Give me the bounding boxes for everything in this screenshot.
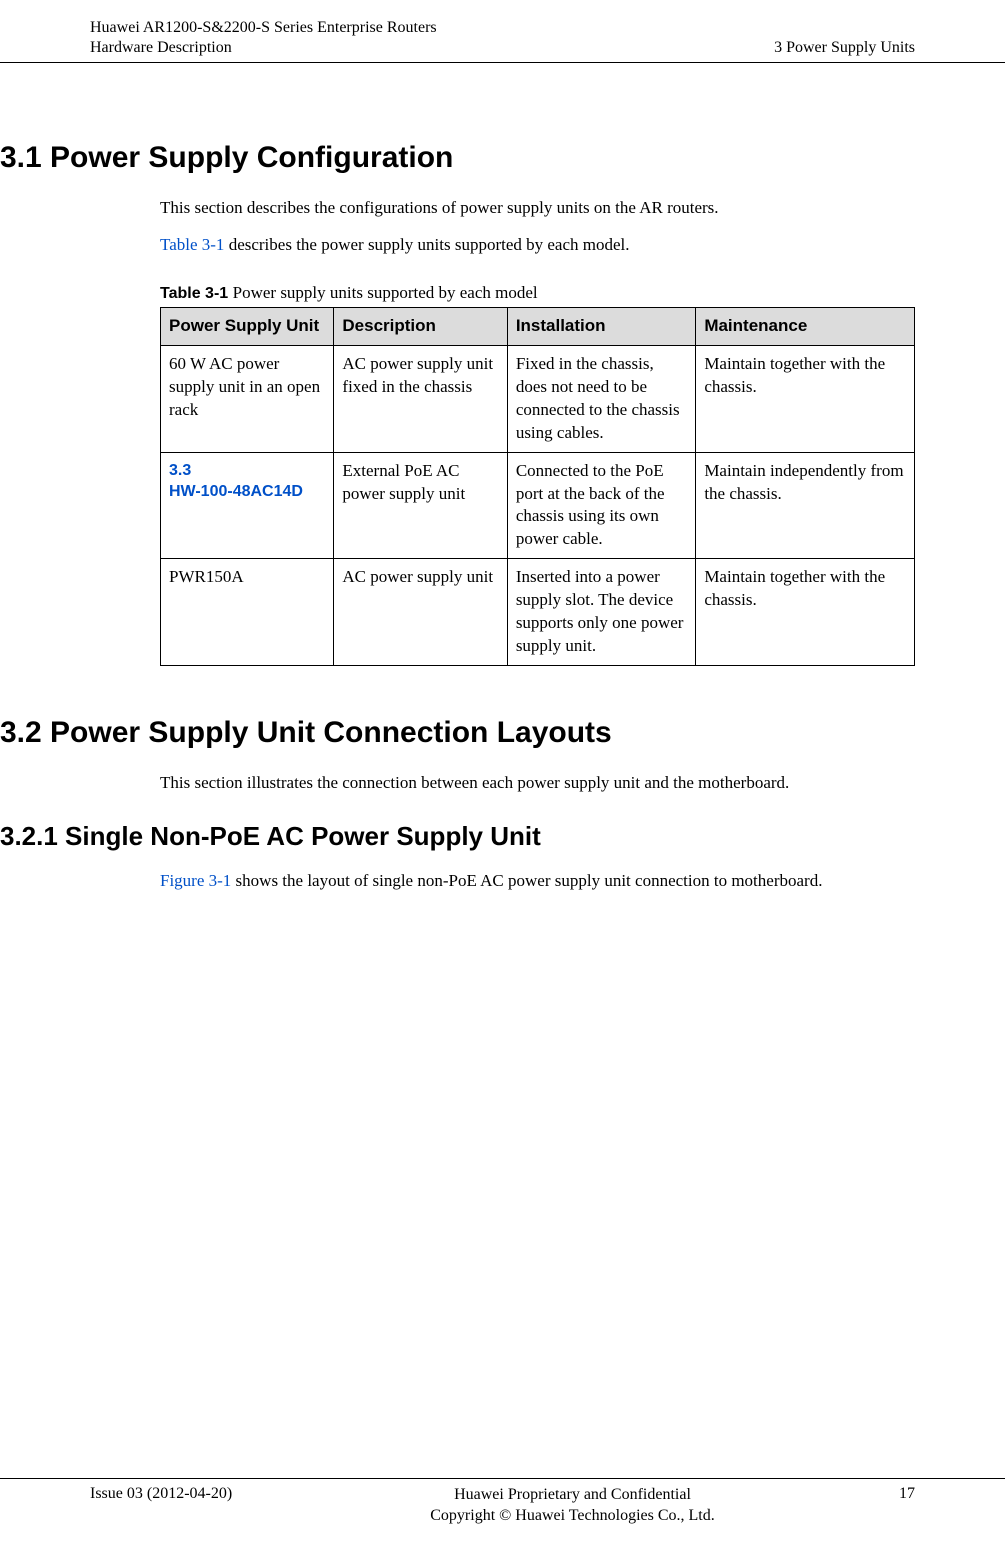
section-3-1-title: 3.1 Power Supply Configuration bbox=[0, 141, 915, 175]
page-footer: Issue 03 (2012-04-20) Huawei Proprietary… bbox=[0, 1478, 1005, 1567]
page-content: 3.1 Power Supply Configuration This sect… bbox=[0, 63, 1005, 893]
cell-install: Connected to the PoE port at the back of… bbox=[507, 452, 696, 559]
footer-page-number: 17 bbox=[855, 1485, 915, 1503]
table-3-1-link[interactable]: Table 3-1 bbox=[160, 235, 224, 254]
section-3-2-1-figure-ref: Figure 3-1 shows the layout of single no… bbox=[160, 870, 915, 893]
figure-3-1-ref-rest: shows the layout of single non-PoE AC po… bbox=[231, 871, 822, 890]
footer-issue: Issue 03 (2012-04-20) bbox=[90, 1485, 290, 1503]
col-description: Description bbox=[334, 307, 507, 345]
page: Huawei AR1200-S&2200-S Series Enterprise… bbox=[0, 0, 1005, 1567]
cell-install: Fixed in the chassis, does not need to b… bbox=[507, 345, 696, 452]
figure-3-1-link[interactable]: Figure 3-1 bbox=[160, 871, 231, 890]
section-3-2-body: This section illustrates the connection … bbox=[160, 772, 915, 795]
section-3-1-table-ref: Table 3-1 describes the power supply uni… bbox=[160, 234, 915, 257]
header-product-line: Huawei AR1200-S&2200-S Series Enterprise… bbox=[90, 18, 437, 38]
cell-install: Inserted into a power supply slot. The d… bbox=[507, 559, 696, 666]
page-header: Huawei AR1200-S&2200-S Series Enterprise… bbox=[0, 0, 1005, 63]
cell-maint: Maintain together with the chassis. bbox=[696, 559, 915, 666]
table-header-row: Power Supply Unit Description Installati… bbox=[161, 307, 915, 345]
col-psu: Power Supply Unit bbox=[161, 307, 334, 345]
table-caption-label: Table 3-1 bbox=[160, 285, 233, 302]
section-3-2-title: 3.2 Power Supply Unit Connection Layouts bbox=[0, 716, 915, 750]
section-3-2-intro: This section illustrates the connection … bbox=[160, 772, 915, 795]
header-chapter: 3 Power Supply Units bbox=[774, 38, 915, 58]
table-3-1-caption: Table 3-1 Power supply units supported b… bbox=[160, 283, 915, 303]
footer-center: Huawei Proprietary and Confidential Copy… bbox=[290, 1485, 855, 1527]
section-3-1-intro: This section describes the configuration… bbox=[160, 197, 915, 220]
cell-maint: Maintain together with the chassis. bbox=[696, 345, 915, 452]
footer-confidential: Huawei Proprietary and Confidential bbox=[290, 1485, 855, 1506]
section-3-2-1-body: Figure 3-1 shows the layout of single no… bbox=[160, 870, 915, 893]
table-row: 60 W AC power supply unit in an open rac… bbox=[161, 345, 915, 452]
psu-link-line1: 3.3 bbox=[169, 462, 191, 479]
cell-desc: AC power supply unit fixed in the chassi… bbox=[334, 345, 507, 452]
header-left: Huawei AR1200-S&2200-S Series Enterprise… bbox=[90, 18, 437, 58]
table-row: PWR150A AC power supply unit Inserted in… bbox=[161, 559, 915, 666]
cell-maint: Maintain independently from the chassis. bbox=[696, 452, 915, 559]
cell-desc: External PoE AC power supply unit bbox=[334, 452, 507, 559]
psu-link-line2: HW-100-48AC14D bbox=[169, 483, 303, 500]
section-3-1-body: This section describes the configuration… bbox=[160, 197, 915, 666]
header-doc-title: Hardware Description bbox=[90, 38, 437, 58]
col-installation: Installation bbox=[507, 307, 696, 345]
cell-psu-link[interactable]: 3.3 HW-100-48AC14D bbox=[161, 452, 334, 559]
cell-psu: 60 W AC power supply unit in an open rac… bbox=[161, 345, 334, 452]
cell-psu: PWR150A bbox=[161, 559, 334, 666]
table-row: 3.3 HW-100-48AC14D External PoE AC power… bbox=[161, 452, 915, 559]
cell-desc: AC power supply unit bbox=[334, 559, 507, 666]
col-maintenance: Maintenance bbox=[696, 307, 915, 345]
table-3-1: Power Supply Unit Description Installati… bbox=[160, 307, 915, 666]
table-3-1-ref-rest: describes the power supply units support… bbox=[224, 235, 629, 254]
footer-copyright: Copyright © Huawei Technologies Co., Ltd… bbox=[290, 1506, 855, 1527]
table-caption-text: Power supply units supported by each mod… bbox=[233, 283, 538, 302]
section-3-2-1-title: 3.2.1 Single Non-PoE AC Power Supply Uni… bbox=[0, 821, 915, 852]
